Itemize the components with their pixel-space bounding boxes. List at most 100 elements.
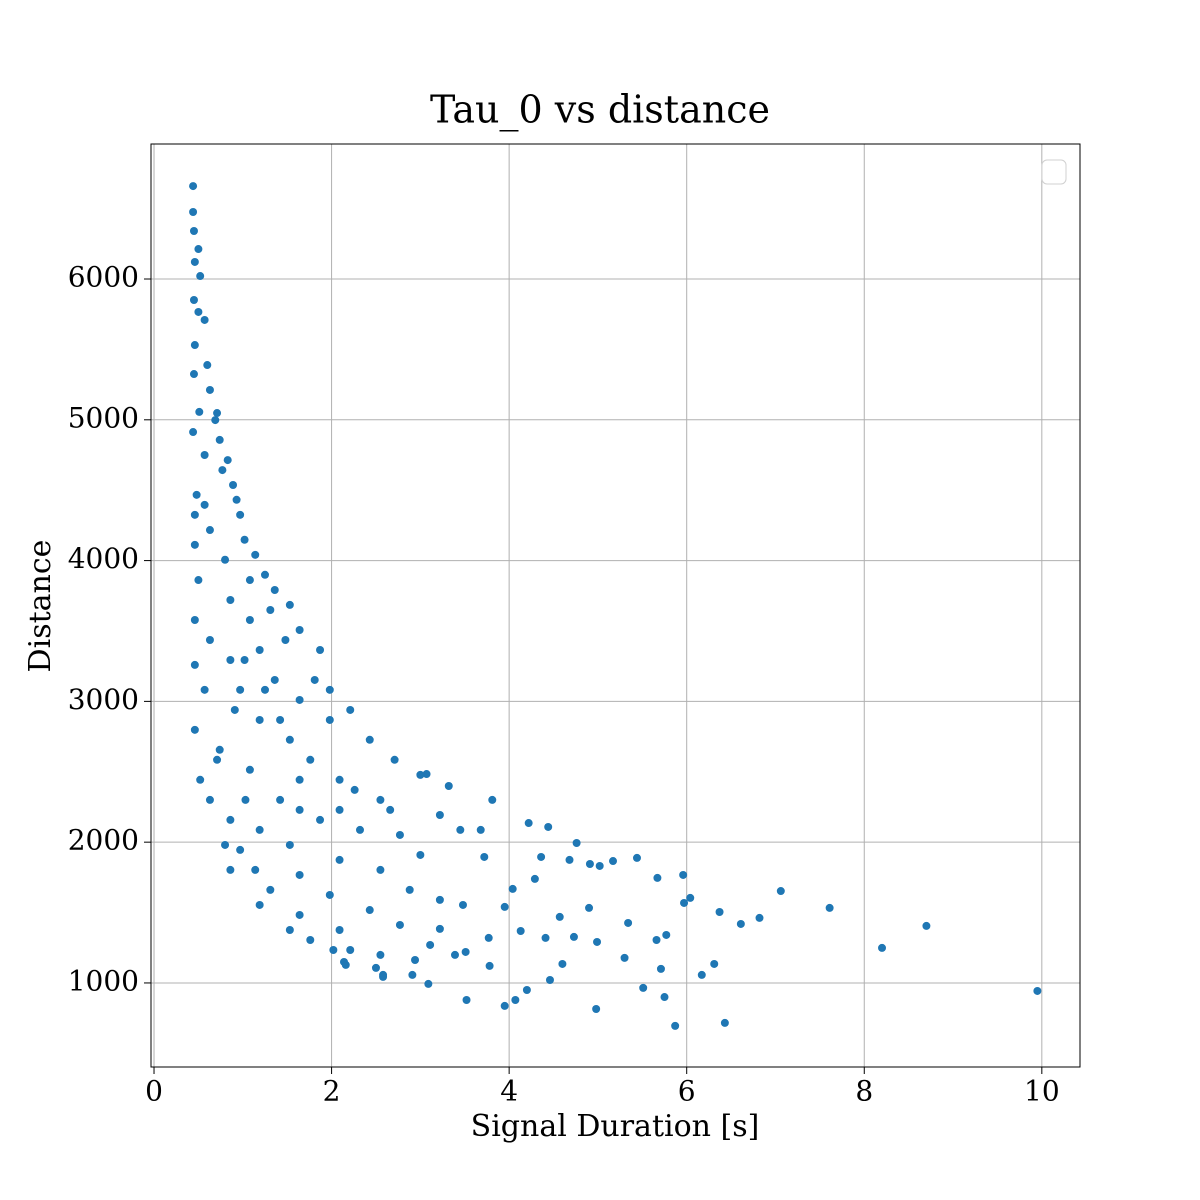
point [572, 839, 581, 848]
y-axis-label: Distance [23, 540, 58, 673]
point [371, 963, 380, 972]
point [456, 825, 465, 834]
point [218, 466, 227, 475]
point [422, 770, 431, 779]
point [922, 921, 931, 930]
point [656, 964, 665, 973]
point [190, 341, 199, 350]
point [355, 825, 364, 834]
point [245, 576, 254, 585]
point [444, 781, 453, 790]
point [213, 755, 222, 764]
point [592, 1004, 601, 1013]
y-tick-label: 4000 [68, 542, 139, 575]
point [376, 795, 385, 804]
point [686, 893, 695, 902]
point [205, 795, 214, 804]
point [632, 853, 641, 862]
point [609, 857, 618, 866]
point [196, 272, 205, 281]
point [236, 685, 245, 694]
point [295, 910, 304, 919]
point [585, 859, 594, 868]
point [878, 943, 887, 952]
point [281, 635, 290, 644]
point [720, 1018, 729, 1027]
point [426, 940, 435, 949]
point [251, 865, 260, 874]
point [255, 900, 264, 909]
point [266, 606, 275, 615]
point [189, 370, 198, 379]
point [458, 900, 467, 909]
point [196, 775, 205, 784]
y-tick-label: 1000 [68, 964, 139, 997]
point [190, 725, 199, 734]
y-tick-label: 3000 [68, 683, 139, 716]
point [260, 685, 269, 694]
point [480, 852, 489, 861]
point [192, 490, 201, 499]
point [511, 995, 520, 1004]
point [285, 735, 294, 744]
point [660, 993, 669, 1002]
point [194, 307, 203, 316]
point [325, 715, 334, 724]
point [390, 755, 399, 764]
point [652, 936, 661, 945]
x-tick-label: 4 [500, 1075, 518, 1108]
point [295, 805, 304, 814]
point [416, 770, 425, 779]
point [484, 933, 493, 942]
point [697, 970, 706, 979]
point [435, 895, 444, 904]
point [544, 822, 553, 831]
point [200, 685, 209, 694]
y-tick-label: 2000 [68, 824, 139, 857]
point [295, 695, 304, 704]
point [232, 495, 241, 504]
point [516, 926, 525, 935]
point [190, 660, 199, 669]
point [595, 861, 604, 870]
point [190, 510, 199, 519]
point [585, 903, 594, 912]
point [680, 898, 689, 907]
point [316, 645, 325, 654]
point [620, 953, 629, 962]
point [205, 635, 214, 644]
x-tick-label: 10 [1024, 1075, 1060, 1108]
point [226, 815, 235, 824]
point [776, 887, 785, 896]
point [200, 315, 209, 324]
point [189, 227, 198, 236]
point [236, 845, 245, 854]
point [435, 810, 444, 819]
point [255, 825, 264, 834]
point [376, 950, 385, 959]
point [545, 975, 554, 984]
point [346, 946, 355, 955]
point [524, 819, 533, 828]
point [476, 825, 485, 834]
point [341, 960, 350, 969]
x-axis-label: Signal Duration [s] [471, 1109, 760, 1144]
point [555, 912, 564, 921]
legend [1041, 159, 1067, 185]
point [500, 1001, 509, 1010]
point [376, 865, 385, 874]
point [386, 805, 395, 814]
point [200, 500, 209, 509]
point [325, 890, 334, 899]
point [624, 918, 633, 927]
point [211, 416, 220, 425]
x-tick-label: 0 [145, 1075, 163, 1108]
x-tick-label: 6 [678, 1075, 696, 1108]
point [245, 765, 254, 774]
point [450, 950, 459, 959]
point [189, 182, 198, 191]
point [295, 625, 304, 634]
point [639, 983, 648, 992]
point [245, 616, 254, 625]
